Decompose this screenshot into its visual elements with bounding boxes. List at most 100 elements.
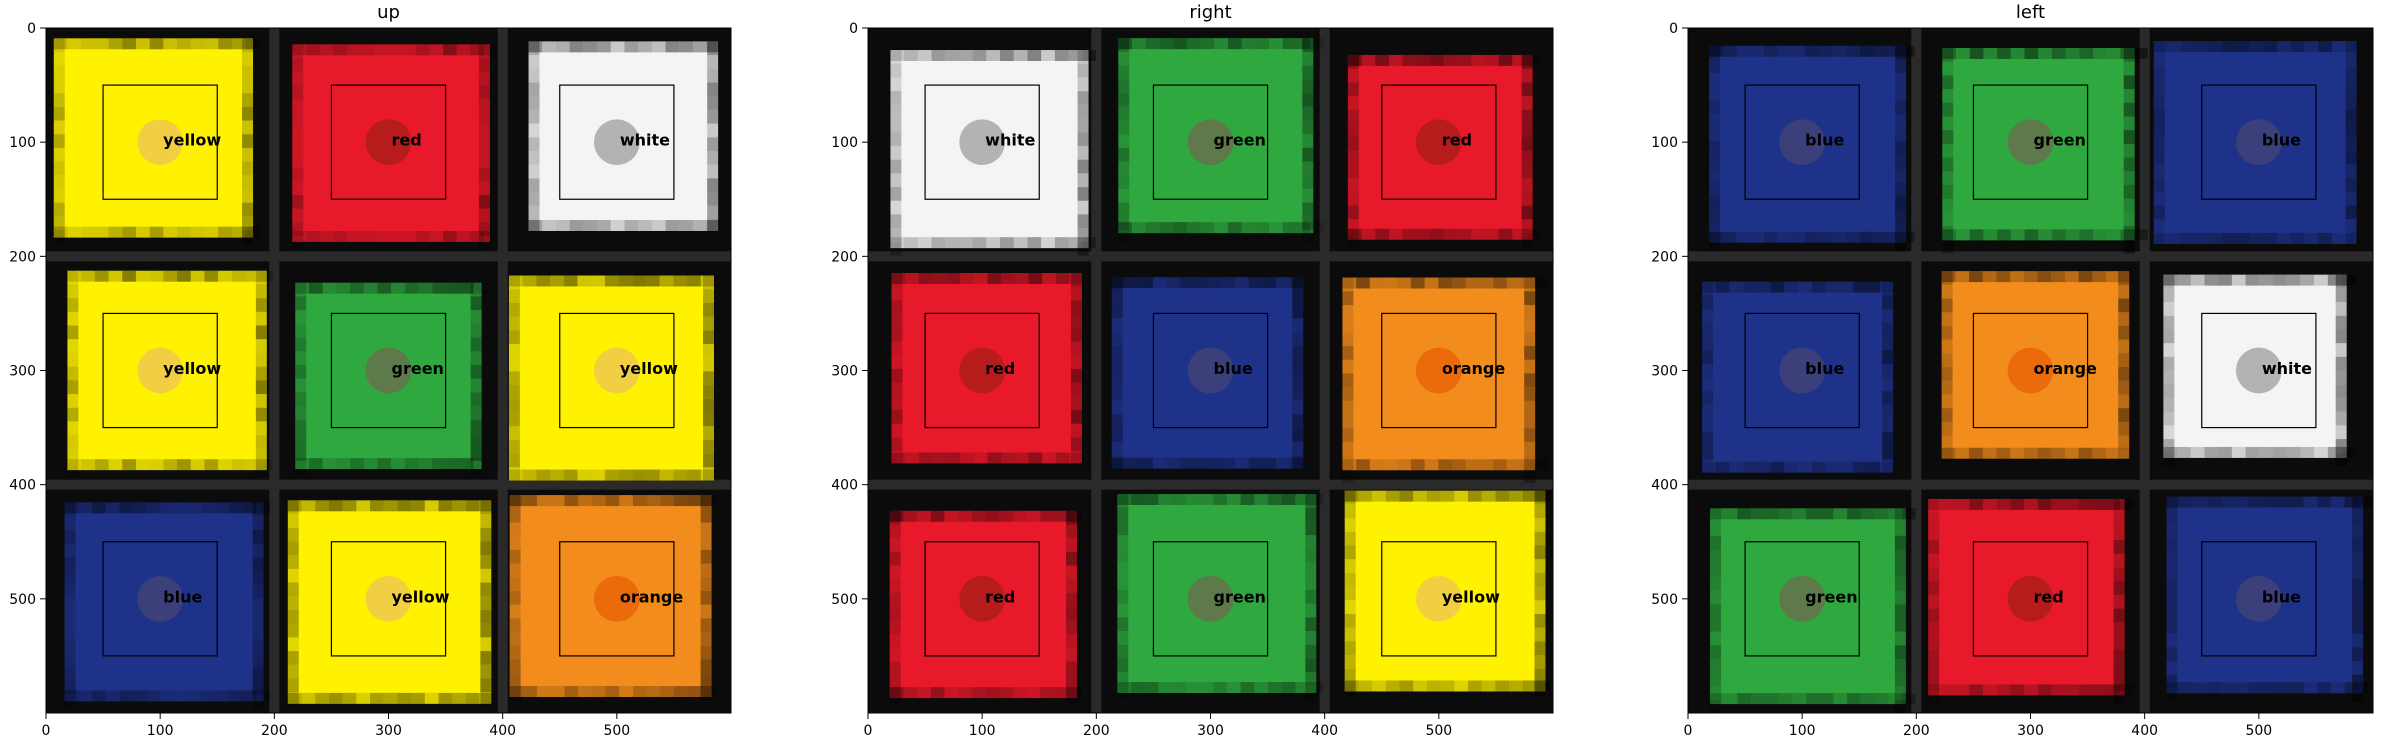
color-marker-dot bbox=[137, 119, 184, 165]
sticker-edge bbox=[1471, 54, 1485, 66]
sticker-edge bbox=[1347, 68, 1359, 83]
sticker-edge bbox=[1117, 682, 1132, 693]
sticker-edge bbox=[1054, 510, 1068, 522]
sticker-edge bbox=[1710, 693, 1724, 705]
sticker-edge bbox=[1969, 684, 1983, 696]
sticker-edge bbox=[1969, 271, 1983, 283]
sticker-edge bbox=[1077, 187, 1089, 201]
sticker-edge bbox=[2118, 312, 2130, 326]
detection-box bbox=[1152, 541, 1269, 657]
sticker-edge bbox=[2259, 274, 2273, 286]
sticker-edge bbox=[2335, 411, 2347, 426]
sticker-edge bbox=[891, 382, 903, 397]
sticker-edge bbox=[1361, 228, 1376, 240]
sticker-label: green bbox=[1805, 587, 1857, 606]
sticker-edge bbox=[1895, 223, 1907, 238]
sticker-edge bbox=[1887, 231, 1901, 243]
sticker-edge bbox=[342, 692, 357, 704]
sticker-edge bbox=[292, 236, 304, 250]
sticker-edge bbox=[692, 220, 707, 231]
sticker-edge bbox=[1498, 54, 1513, 66]
sticker-edge bbox=[508, 469, 523, 481]
sticker-edge bbox=[2303, 682, 2318, 694]
sticker-edge bbox=[259, 270, 273, 282]
x-tick-label: 200 bbox=[1903, 723, 1930, 739]
sticker-edge bbox=[415, 44, 430, 56]
sticker-edge bbox=[1479, 277, 1494, 289]
sticker-edge bbox=[1534, 682, 1546, 697]
sticker-edge bbox=[1536, 680, 1551, 692]
sticker-edge bbox=[53, 38, 65, 53]
sticker-edge bbox=[2163, 446, 2178, 458]
sticker-edge bbox=[1028, 452, 1043, 464]
sticker-edge bbox=[347, 230, 361, 242]
sticker-edge bbox=[1388, 54, 1403, 66]
sticker-edge bbox=[2327, 274, 2342, 286]
sticker-edge bbox=[306, 230, 320, 242]
sticker-edge bbox=[1302, 51, 1314, 66]
sticker-edge bbox=[2153, 150, 2165, 165]
sticker-edge bbox=[1111, 318, 1123, 332]
sticker-edge bbox=[917, 510, 931, 522]
sticker-edge bbox=[256, 690, 271, 702]
sticker-edge bbox=[1763, 231, 1778, 243]
sticker-edge bbox=[2218, 274, 2232, 286]
sticker-edge bbox=[1468, 680, 1482, 692]
sticker-edge bbox=[528, 68, 540, 83]
sticker-edge bbox=[295, 405, 307, 420]
sticker-edge bbox=[692, 41, 707, 53]
sticker-edge bbox=[67, 462, 79, 477]
sticker-edge bbox=[242, 690, 257, 702]
sticker-edge bbox=[1347, 233, 1359, 247]
sticker-edge bbox=[2123, 198, 2135, 213]
sticker-edge bbox=[917, 687, 931, 699]
sticker-edge bbox=[1942, 47, 1954, 62]
sticker-edge bbox=[438, 692, 453, 704]
sticker-edge bbox=[2272, 274, 2287, 286]
sticker-edge bbox=[2314, 274, 2328, 286]
sticker-edge bbox=[1012, 510, 1027, 522]
sticker-edge bbox=[1895, 237, 1907, 252]
sticker-edge bbox=[522, 469, 537, 481]
sticker-edge bbox=[1709, 210, 1721, 224]
sticker-edge bbox=[1248, 457, 1263, 469]
detection-box bbox=[1972, 541, 2089, 657]
sticker-edge bbox=[591, 275, 605, 287]
sticker-edge bbox=[1055, 452, 1070, 464]
sticker-edge bbox=[1000, 237, 1014, 249]
x-tick-label: 500 bbox=[1425, 723, 1452, 739]
sticker-edge bbox=[700, 549, 712, 564]
color-marker-dot bbox=[1779, 347, 1825, 394]
sticker-edge bbox=[2345, 54, 2357, 69]
sticker-edge bbox=[1066, 620, 1077, 635]
sticker-edge bbox=[2023, 447, 2038, 459]
sticker-edge bbox=[1438, 277, 1453, 289]
sticker-edge bbox=[2163, 343, 2175, 357]
detection-box bbox=[102, 84, 218, 200]
sticker-edge bbox=[2166, 633, 2178, 648]
sticker-edge bbox=[1846, 231, 1860, 243]
sticker-edge bbox=[2190, 446, 2205, 458]
sticker-edge bbox=[1132, 222, 1146, 234]
sticker-edge bbox=[958, 237, 973, 249]
sticker-edge bbox=[377, 458, 392, 470]
sticker-edge bbox=[1894, 563, 1906, 577]
sticker-edge bbox=[632, 686, 647, 698]
sticker-edge bbox=[1860, 693, 1875, 705]
sticker-edge bbox=[1281, 682, 1296, 693]
sticker-edge bbox=[480, 678, 492, 693]
y-tick-label: 300 bbox=[9, 364, 36, 380]
sticker-edge bbox=[1268, 494, 1282, 505]
sticker-edge bbox=[1894, 522, 1906, 536]
sticker-edge bbox=[1305, 644, 1317, 659]
sticker-edge bbox=[2163, 274, 2178, 286]
sticker-edge bbox=[659, 469, 674, 481]
sticker-edge bbox=[2177, 274, 2191, 286]
sticker-edge bbox=[1344, 504, 1356, 519]
sticker-edge bbox=[960, 452, 974, 464]
sticker-edge bbox=[1756, 281, 1771, 293]
sticker-edge bbox=[2352, 496, 2364, 511]
sticker-edge bbox=[646, 495, 661, 507]
sticker-edge bbox=[583, 220, 598, 231]
sticker-edge bbox=[478, 71, 490, 86]
